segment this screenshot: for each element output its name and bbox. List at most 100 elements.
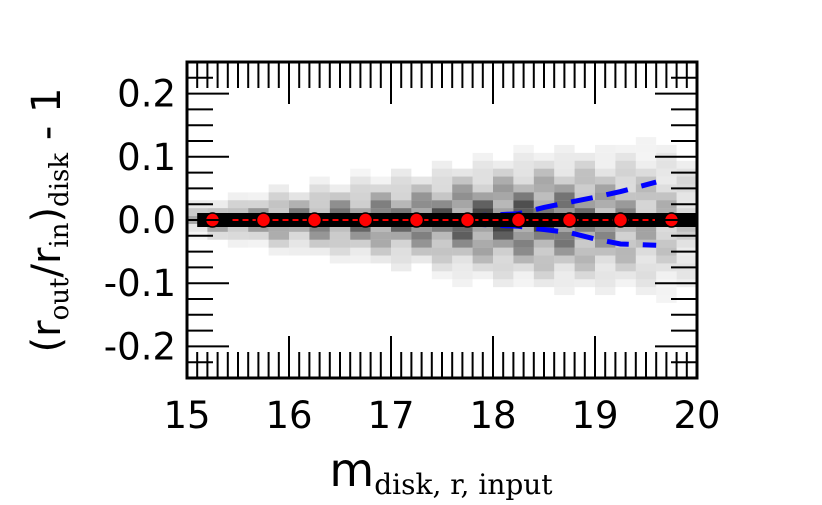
density-cell [411, 208, 432, 217]
density-cell [391, 223, 412, 232]
x-tick-labels: 15 16 17 18 19 20 [163, 394, 720, 437]
density-cell [493, 184, 514, 193]
density-cell [635, 176, 657, 185]
y-tick-labels: 0.2 0.1 0.0 -0.1 -0.2 [104, 73, 176, 369]
density-cell [533, 176, 555, 185]
density-cell [452, 184, 473, 193]
density-cell [472, 192, 493, 201]
density-cell [635, 271, 657, 280]
density-cell [472, 200, 493, 209]
density-cell [595, 271, 616, 280]
density-cell [656, 231, 677, 240]
density-cell [309, 200, 330, 209]
density-cell [635, 247, 657, 256]
density-cell [656, 223, 677, 232]
x-tick-label: 19 [571, 394, 618, 437]
density-cell [554, 152, 575, 161]
density-cell [350, 247, 371, 256]
median-point [306, 212, 323, 228]
density-cell [187, 208, 208, 217]
density-cell [472, 239, 493, 248]
density-cell [574, 239, 595, 248]
density-cell [595, 287, 616, 296]
density-cell [554, 279, 575, 288]
density-cell [268, 208, 289, 217]
density-cell [554, 200, 575, 209]
density-cell [309, 231, 330, 240]
density-cell [656, 287, 677, 296]
density-cell [350, 168, 371, 177]
density-cell [615, 223, 636, 232]
density-cell [370, 239, 391, 248]
density-cell [615, 200, 636, 209]
density-cell [554, 263, 575, 272]
density-cell [554, 144, 575, 153]
density-cell [411, 223, 432, 232]
density-cell [635, 223, 657, 232]
density-cell [656, 144, 677, 153]
density-cell [370, 176, 391, 185]
density-cell [329, 200, 351, 209]
density-cell [635, 231, 657, 240]
density-cell [309, 239, 330, 248]
density-cell [554, 176, 575, 185]
density-cell [493, 200, 514, 209]
density-cell [227, 223, 249, 232]
density-cell [431, 231, 453, 240]
density-cell [513, 168, 534, 177]
density-cell [289, 200, 310, 209]
density-cell [656, 192, 677, 201]
density-cell [656, 168, 677, 177]
density-cell [574, 160, 595, 169]
x-tick-label: 16 [265, 394, 312, 437]
density-cell [595, 184, 616, 193]
density-cell [656, 176, 677, 185]
density-cell [452, 168, 473, 177]
density-cell [595, 176, 616, 185]
density-cell [615, 152, 636, 161]
density-cell [574, 279, 595, 288]
density-cell [493, 231, 514, 240]
y-axis-title-sub2: in [45, 222, 75, 247]
density-cell [513, 192, 534, 201]
density-cell [574, 176, 595, 185]
density-cell [595, 263, 616, 272]
density-cell [268, 200, 289, 209]
density-cell [513, 176, 534, 185]
density-cell [615, 208, 636, 217]
density-cell [554, 231, 575, 240]
density-cell [431, 200, 453, 209]
x-tick-label: 17 [367, 394, 414, 437]
density-cell [452, 192, 473, 201]
density-cell [472, 176, 493, 185]
density-cell [656, 160, 677, 169]
density-cell [615, 144, 636, 153]
density-cell [635, 137, 657, 145]
density-cell [370, 223, 391, 232]
density-cell [676, 160, 697, 169]
density-cell [595, 231, 616, 240]
density-cell [431, 247, 453, 256]
density-cell [472, 160, 493, 169]
density-cell [227, 192, 249, 201]
density-cell [411, 231, 432, 240]
density-cell [635, 200, 657, 209]
density-cell [452, 271, 473, 280]
density-cell [513, 263, 534, 272]
density-cell [289, 223, 310, 232]
density-cell [227, 231, 249, 240]
density-cell [411, 176, 432, 185]
density-cell [513, 255, 534, 264]
density-cell [350, 239, 371, 248]
x-tick-label: 15 [163, 394, 210, 437]
density-cell [615, 255, 636, 264]
density-cell [370, 231, 391, 240]
density-cell [431, 168, 453, 177]
density-cell [554, 255, 575, 264]
density-cell [574, 200, 595, 209]
density-cell [656, 271, 677, 280]
density-cell [472, 255, 493, 264]
density-cell [227, 208, 249, 217]
median-points [204, 212, 680, 228]
density-cell [656, 263, 677, 272]
